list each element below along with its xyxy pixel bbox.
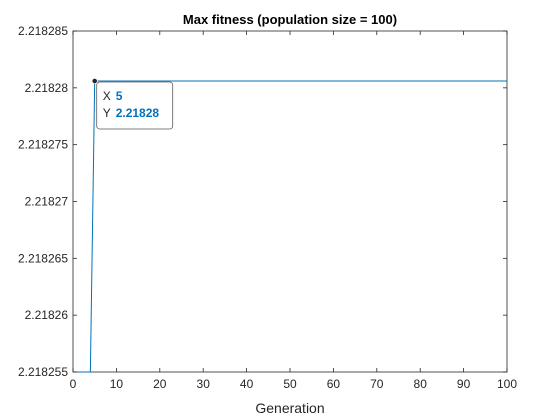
- datatip-y-key: Y: [103, 106, 111, 120]
- plot-area: 0 10 20 30 40 50 60 70 80 90 100 2.218255 2.21826 2.2…: [18, 24, 517, 391]
- datatip-x-key: X: [103, 89, 111, 103]
- chart-title: Max fitness (population size = 100): [183, 12, 397, 27]
- y-tick-label: 2.21827: [25, 195, 69, 209]
- y-tick-label: 2.218255: [18, 365, 68, 379]
- y-tick-label: 2.218285: [18, 24, 68, 38]
- fitness-line: [77, 80, 507, 373]
- x-tick-label: 40: [240, 377, 254, 391]
- x-axis-label: Generation: [255, 400, 324, 416]
- x-tick-label: 0: [70, 377, 77, 391]
- datatip-y-value: 2.21828: [116, 106, 160, 120]
- x-tick-label: 90: [457, 377, 471, 391]
- datatip-x-value: 5: [116, 89, 123, 103]
- y-tick-label: 2.21826: [25, 308, 69, 322]
- x-tick-label: 50: [283, 377, 297, 391]
- y-tick-label: 2.218265: [18, 251, 68, 265]
- x-tick-label: 70: [370, 377, 384, 391]
- datatip-marker[interactable]: [91, 78, 98, 84]
- y-tick-label: 2.21828: [25, 81, 69, 95]
- x-tick-label: 20: [153, 377, 167, 391]
- x-tick-label: 100: [497, 377, 517, 391]
- x-tick-label: 30: [197, 377, 211, 391]
- datatip-box[interactable]: [96, 81, 174, 130]
- x-tick-label: 10: [110, 377, 124, 391]
- y-tick-label: 2.218275: [18, 138, 68, 152]
- x-tick-label: 80: [414, 377, 428, 391]
- x-tick-label: 60: [327, 377, 341, 391]
